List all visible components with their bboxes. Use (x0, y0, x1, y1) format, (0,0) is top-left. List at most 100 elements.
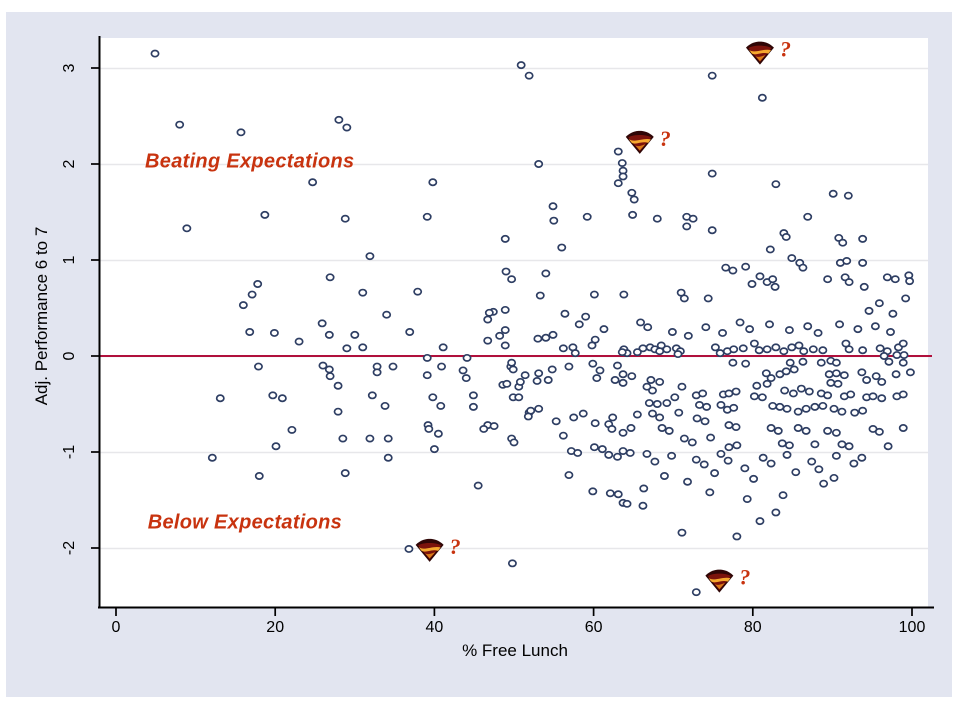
scatter-point (548, 330, 558, 339)
scatter-point (500, 305, 510, 314)
scatter-point (636, 318, 646, 327)
annotation-below-expectations: Below Expectations (147, 511, 343, 534)
scatter-point (422, 371, 432, 380)
scatter-point (659, 472, 669, 480)
scatter-point (338, 434, 348, 443)
scatter-point (627, 372, 637, 381)
scatter-point (365, 434, 375, 443)
scatter-point (342, 344, 352, 353)
scatter-point (358, 343, 368, 352)
scatter-point (810, 402, 820, 411)
scatter-point (715, 349, 725, 358)
scatter-point (778, 491, 788, 500)
scatter-point (858, 258, 868, 267)
scatter-point (745, 325, 755, 334)
scatter-point (334, 115, 344, 124)
scatter-point (844, 345, 854, 354)
scatter-point (548, 202, 558, 211)
scatter-point (500, 234, 510, 243)
scatter-point (857, 453, 867, 462)
scatter-point (404, 545, 414, 553)
scatter-point (277, 394, 287, 403)
scatter-point (849, 459, 859, 468)
superman-shield-shape (628, 138, 651, 144)
scatter-point (613, 361, 622, 370)
scatter-point (662, 345, 672, 354)
scatter-point (701, 323, 711, 332)
scatter-point (383, 453, 393, 462)
scatter-point (428, 178, 438, 187)
scatter-point (785, 358, 795, 367)
scatter-point (868, 392, 878, 401)
superman-shield-icon (745, 41, 774, 65)
scatter-point (839, 371, 849, 380)
scatter-point (679, 434, 689, 443)
scatter-point (613, 490, 623, 499)
scatter-point (899, 351, 909, 359)
superman-shield-icon (705, 569, 734, 593)
x-tick-label: 80 (743, 619, 762, 636)
scatter-point (677, 528, 687, 537)
x-tick-label: 40 (425, 619, 444, 636)
scatter-point (823, 275, 833, 284)
scatter-point (604, 450, 614, 459)
scatter-point (437, 362, 447, 371)
scatter-point (788, 389, 798, 398)
scatter-point (870, 322, 880, 331)
scatter-point (532, 377, 542, 385)
scatter-point (728, 358, 738, 367)
scatter-point (372, 368, 382, 377)
scatter-point (781, 367, 791, 376)
superman-shield-icon (415, 538, 444, 562)
scatter-point (673, 350, 683, 359)
scatter-point (798, 357, 808, 366)
scatter-point (271, 442, 281, 451)
scatter-point (816, 358, 826, 367)
scatter-point (468, 402, 478, 411)
scatter-point (859, 282, 869, 291)
scatter-point (692, 414, 702, 423)
scatter-point (509, 438, 519, 447)
scatter-point (236, 128, 246, 137)
scatter-point (382, 310, 392, 319)
scatter-point (294, 337, 304, 346)
scatter-point (655, 347, 665, 356)
scatter-point (787, 343, 797, 352)
scatter-point (424, 425, 434, 433)
scatter-point (613, 147, 623, 156)
scatter-point (801, 404, 811, 413)
scatter-point (882, 273, 892, 282)
y-axis-title: Adj. Performance 6 to 7 (32, 226, 51, 406)
scatter-point (422, 212, 432, 221)
scatter-point (514, 393, 524, 402)
scatter-point (844, 442, 854, 451)
scatter-point (898, 339, 908, 348)
scatter-point (308, 178, 318, 187)
scatter-point (182, 224, 192, 233)
scatter-point (324, 330, 334, 339)
scatter-point (699, 460, 709, 469)
scatter-point (871, 372, 881, 381)
scatter-point (253, 280, 263, 288)
scatter-point (784, 441, 794, 450)
scatter-point (698, 389, 708, 398)
scatter-point (888, 309, 898, 318)
scatter-point (729, 403, 739, 412)
scatter-point (581, 312, 591, 321)
scatter-point (508, 365, 518, 374)
scatter-point (828, 189, 838, 198)
scatter-point (846, 390, 856, 399)
scatter-point (541, 269, 551, 278)
scatter-point (317, 319, 327, 328)
scatter-point (749, 339, 759, 348)
scatter-point (619, 290, 629, 299)
scatter-point (842, 257, 852, 265)
scatter-point (793, 424, 803, 432)
scatter-point (695, 401, 704, 409)
scatter-point (741, 262, 751, 271)
scatter-point (520, 371, 530, 380)
scatter-point (564, 471, 574, 479)
superman-shield-shape (708, 577, 731, 583)
scatter-point (254, 472, 264, 480)
scatter-point (549, 216, 559, 225)
